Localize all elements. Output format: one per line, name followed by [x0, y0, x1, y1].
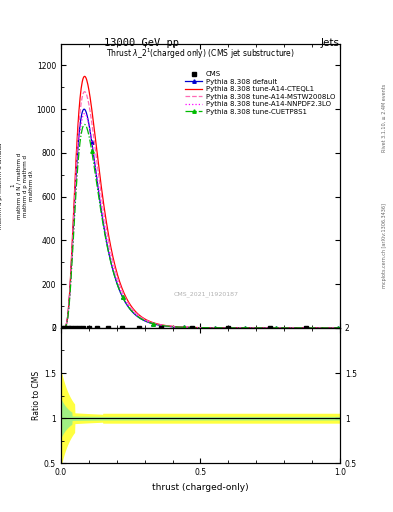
Pythia 8.308 tune-CUETP8S1 — [82, 121, 87, 127]
CMS — [304, 325, 309, 331]
Line: Pythia 8.308 default: Pythia 8.308 default — [59, 108, 342, 330]
Text: Rivet 3.1.10, ≥ 2.4M events: Rivet 3.1.10, ≥ 2.4M events — [382, 83, 387, 152]
Pythia 8.308 tune-CUETP8S1 — [288, 325, 292, 331]
Line: CMS: CMS — [61, 326, 308, 330]
Pythia 8.308 tune-A14-CTEQL1 — [82, 73, 87, 79]
Pythia 8.308 tune-A14-CTEQL1 — [192, 325, 196, 331]
Text: Thrust $\lambda\_2^1$(charged only) (CMS jet substructure): Thrust $\lambda\_2^1$(charged only) (CMS… — [106, 47, 295, 61]
Text: mcplots.cern.ch [arXiv:1306.3436]: mcplots.cern.ch [arXiv:1306.3436] — [382, 203, 387, 288]
Pythia 8.308 tune-A14-CTEQL1 — [225, 325, 230, 331]
CMS — [81, 325, 86, 331]
CMS — [226, 325, 231, 331]
CMS — [137, 325, 141, 331]
CMS — [68, 325, 73, 331]
CMS — [95, 325, 99, 331]
Pythia 8.308 tune-CUETP8S1 — [192, 325, 196, 331]
CMS — [86, 325, 91, 331]
Pythia 8.308 tune-CUETP8S1 — [338, 325, 342, 331]
Pythia 8.308 tune-A14-CTEQL1 — [331, 325, 336, 331]
Pythia 8.308 tune-A14-CTEQL1 — [338, 325, 342, 331]
Legend: CMS, Pythia 8.308 default, Pythia 8.308 tune-A14-CTEQL1, Pythia 8.308 tune-A14-M: CMS, Pythia 8.308 default, Pythia 8.308 … — [184, 70, 336, 116]
Pythia 8.308 tune-A14-CTEQL1 — [210, 325, 215, 331]
CMS — [60, 325, 65, 331]
Pythia 8.308 default — [225, 325, 230, 331]
Line: Pythia 8.308 tune-A14-MSTW2008LO: Pythia 8.308 tune-A14-MSTW2008LO — [61, 92, 340, 328]
Pythia 8.308 tune-A14-NNPDF2.3LO — [192, 325, 196, 331]
Pythia 8.308 tune-A14-MSTW2008LO — [225, 325, 230, 331]
Line: Pythia 8.308 tune-CUETP8S1: Pythia 8.308 tune-CUETP8S1 — [59, 123, 342, 330]
Pythia 8.308 tune-CUETP8S1 — [225, 325, 230, 331]
Pythia 8.308 tune-A14-MSTW2008LO — [210, 325, 215, 331]
Pythia 8.308 tune-CUETP8S1 — [331, 325, 336, 331]
Pythia 8.308 tune-CUETP8S1 — [59, 325, 63, 331]
Y-axis label: Ratio to CMS: Ratio to CMS — [32, 371, 41, 420]
CMS — [190, 325, 195, 331]
Pythia 8.308 tune-A14-NNPDF2.3LO — [225, 325, 230, 331]
CMS — [120, 325, 125, 331]
Pythia 8.308 tune-CUETP8S1 — [210, 325, 215, 331]
Pythia 8.308 default — [192, 325, 196, 331]
CMS — [159, 325, 164, 331]
Pythia 8.308 default — [288, 325, 292, 331]
Pythia 8.308 tune-A14-MSTW2008LO — [193, 325, 198, 331]
Pythia 8.308 tune-A14-NNPDF2.3LO — [288, 325, 292, 331]
Pythia 8.308 tune-A14-CTEQL1 — [193, 325, 198, 331]
CMS — [106, 325, 111, 331]
Pythia 8.308 default — [210, 325, 215, 331]
Line: Pythia 8.308 tune-A14-NNPDF2.3LO: Pythia 8.308 tune-A14-NNPDF2.3LO — [61, 114, 340, 328]
Pythia 8.308 default — [59, 325, 63, 331]
Pythia 8.308 default — [338, 325, 342, 331]
Pythia 8.308 tune-A14-MSTW2008LO — [331, 325, 336, 331]
Pythia 8.308 default — [82, 106, 86, 112]
Line: Pythia 8.308 tune-A14-CTEQL1: Pythia 8.308 tune-A14-CTEQL1 — [61, 76, 340, 328]
Pythia 8.308 tune-A14-MSTW2008LO — [192, 325, 196, 331]
Pythia 8.308 tune-A14-NNPDF2.3LO — [193, 325, 198, 331]
Pythia 8.308 tune-A14-NNPDF2.3LO — [331, 325, 336, 331]
Pythia 8.308 tune-A14-NNPDF2.3LO — [59, 325, 63, 331]
Pythia 8.308 tune-A14-MSTW2008LO — [82, 89, 87, 95]
Pythia 8.308 tune-A14-NNPDF2.3LO — [82, 111, 87, 117]
Pythia 8.308 tune-A14-CTEQL1 — [59, 325, 63, 331]
Text: 13000 GeV pp: 13000 GeV pp — [104, 38, 179, 49]
Pythia 8.308 default — [331, 325, 336, 331]
Text: CMS_2021_I1920187: CMS_2021_I1920187 — [174, 291, 239, 296]
CMS — [63, 325, 68, 331]
CMS — [77, 325, 81, 331]
CMS — [66, 325, 70, 331]
CMS — [73, 325, 77, 331]
CMS — [268, 325, 273, 331]
X-axis label: thrust (charged-only): thrust (charged-only) — [152, 483, 249, 492]
Pythia 8.308 tune-CUETP8S1 — [193, 325, 198, 331]
Pythia 8.308 tune-A14-MSTW2008LO — [59, 325, 63, 331]
Pythia 8.308 default — [193, 325, 198, 331]
Y-axis label: mathrm d²N
mathrm d pₜ mathrm d lambda

1
mathrm d N / mathrm d
mathrm d p mathr: mathrm d²N mathrm d pₜ mathrm d lambda 1… — [0, 142, 34, 229]
Text: Jets: Jets — [321, 38, 340, 49]
Pythia 8.308 tune-A14-MSTW2008LO — [338, 325, 342, 331]
Pythia 8.308 tune-A14-NNPDF2.3LO — [338, 325, 342, 331]
Pythia 8.308 tune-A14-NNPDF2.3LO — [210, 325, 215, 331]
Pythia 8.308 tune-A14-MSTW2008LO — [288, 325, 292, 331]
Pythia 8.308 tune-A14-CTEQL1 — [288, 325, 292, 331]
